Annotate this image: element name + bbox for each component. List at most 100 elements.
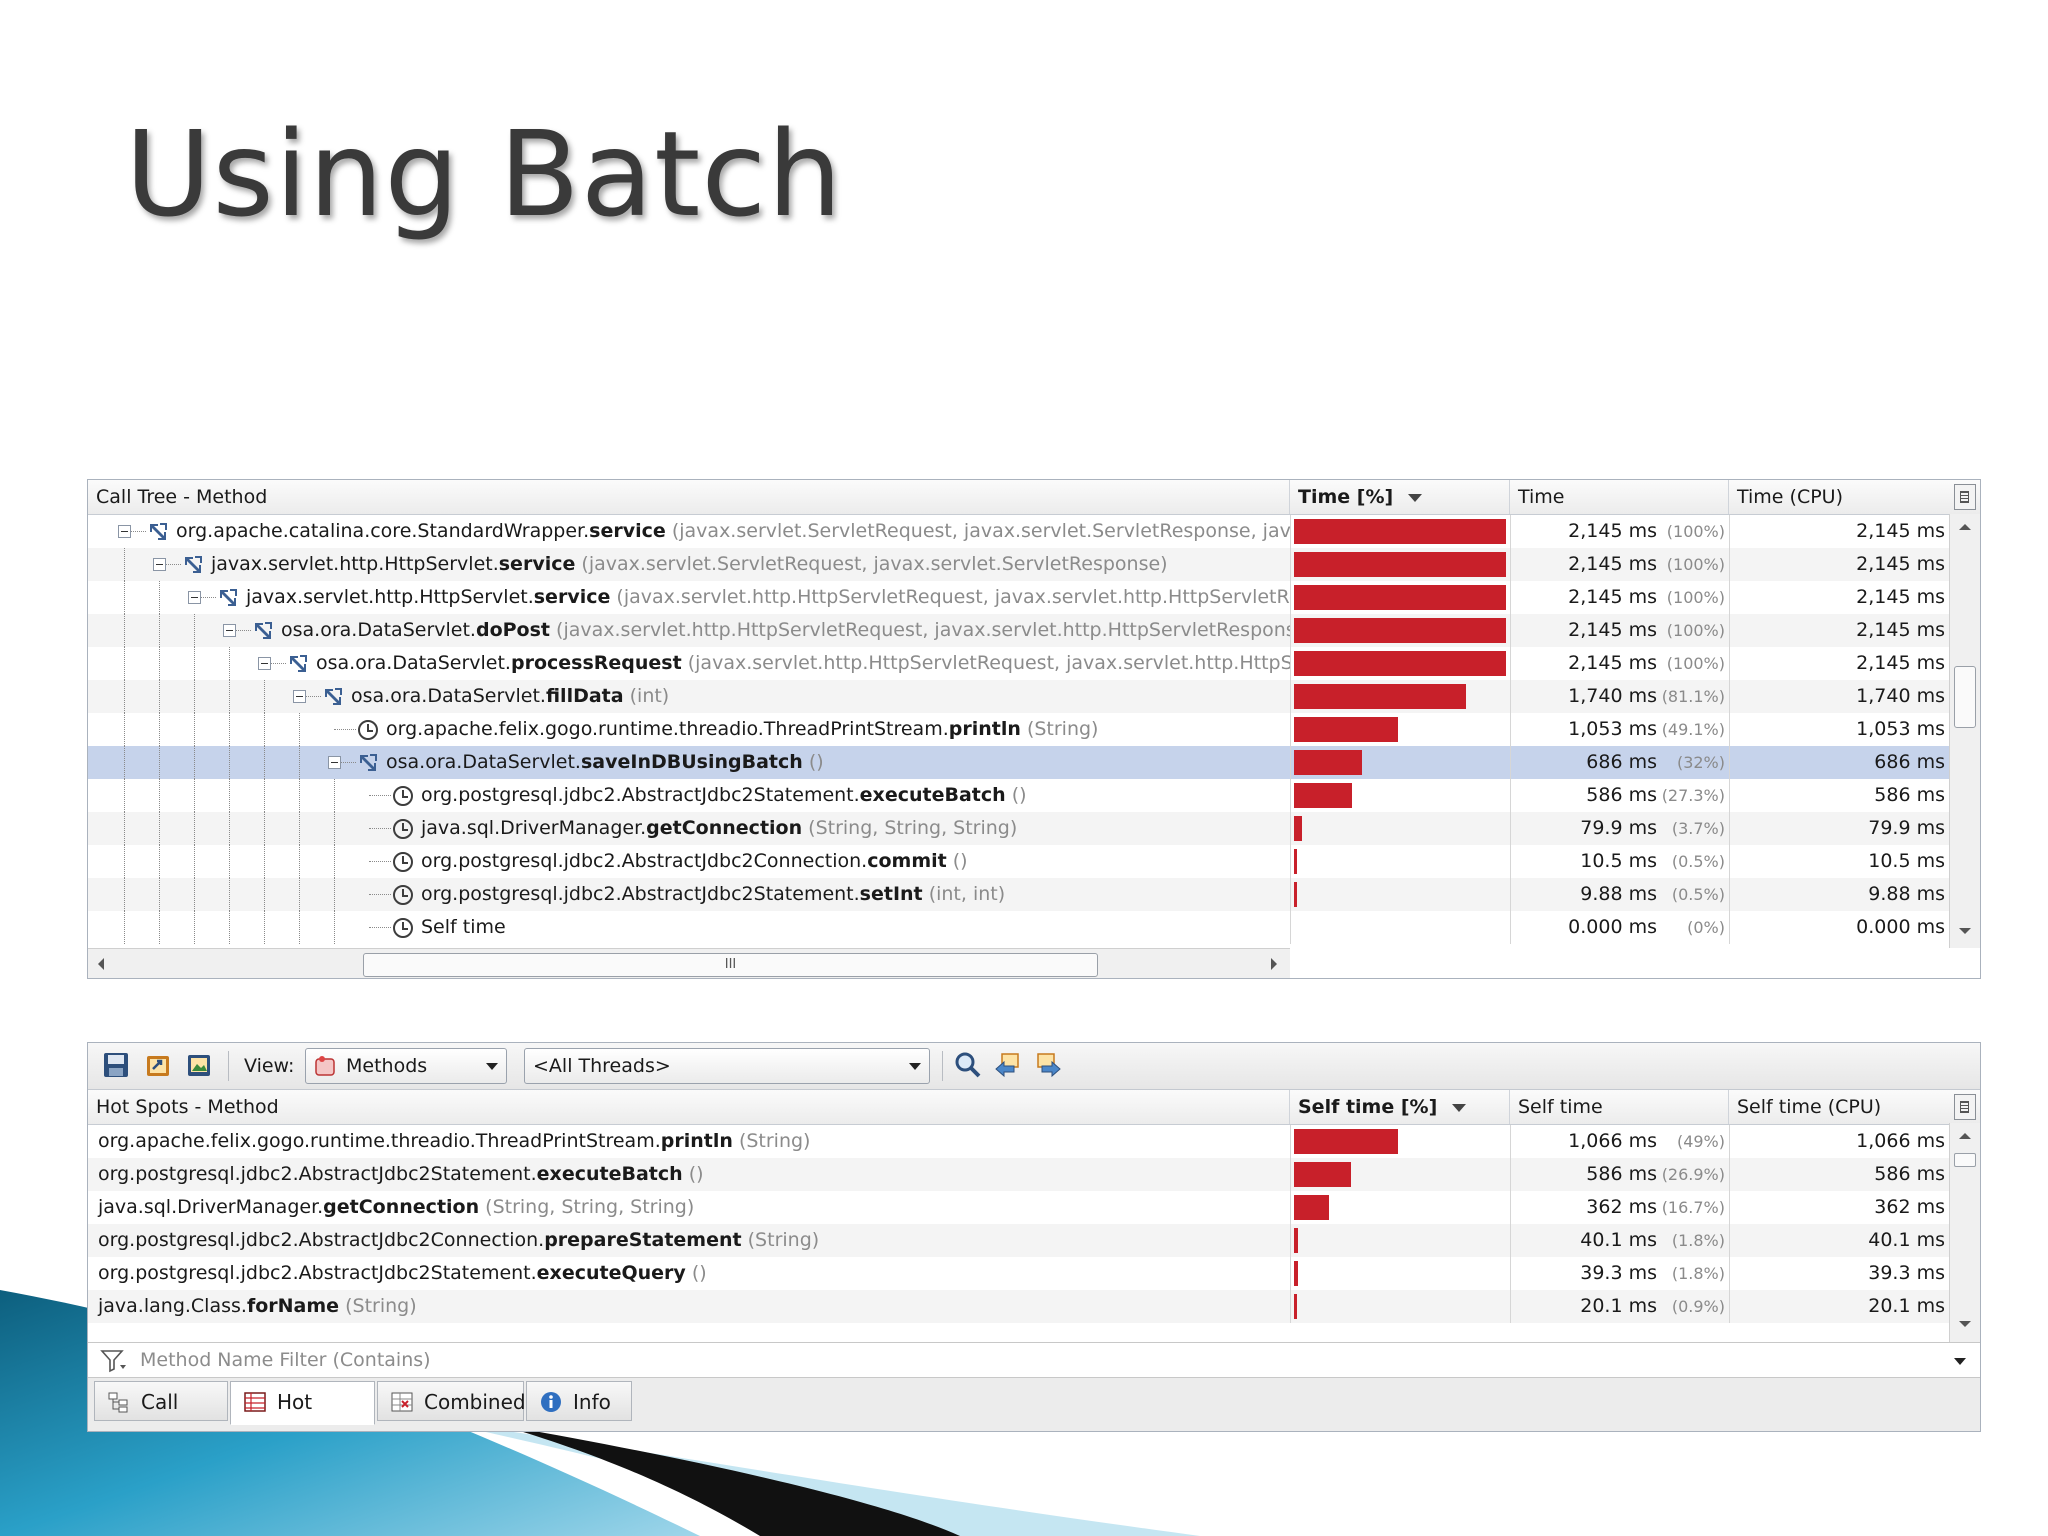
column-header-method[interactable]: Call Tree - Method <box>88 480 1290 514</box>
call-tree-row[interactable]: osa.ora.DataServlet.fillData (int) 1,740 … <box>88 680 1980 713</box>
time-percent-cell <box>1290 548 1510 581</box>
method-name: println <box>660 1130 733 1152</box>
hot-spot-row[interactable]: org.postgresql.jdbc2.AbstractJdbc2Statem… <box>88 1257 1980 1290</box>
tree-guide <box>369 861 391 862</box>
method-name: forName <box>246 1295 340 1317</box>
time-percent-bar <box>1294 618 1506 643</box>
call-tree-row[interactable]: org.postgresql.jdbc2.AbstractJdbc2Connec… <box>88 845 1980 878</box>
scroll-down-icon[interactable] <box>1959 1321 1971 1327</box>
tab-info[interactable]: Info <box>526 1381 632 1421</box>
filter-icon[interactable] <box>100 1349 130 1373</box>
hot-spot-row[interactable]: org.postgresql.jdbc2.AbstractJdbc2Statem… <box>88 1158 1980 1191</box>
tab-combined[interactable]: Combined <box>377 1381 526 1421</box>
collapse-toggle-icon[interactable] <box>258 657 271 670</box>
column-chooser-icon[interactable] <box>1954 1094 1976 1120</box>
method-class: javax.servlet.http.HttpServlet. <box>211 553 499 575</box>
method-name: executeQuery <box>536 1262 686 1284</box>
scroll-up-icon[interactable] <box>1959 524 1971 530</box>
tab-info-label: Info <box>573 1390 611 1414</box>
tree-guide <box>299 746 300 779</box>
method-args: (javax.servlet.http.HttpServletRequest, … <box>687 652 1290 674</box>
time-percent-bar <box>1294 717 1398 742</box>
method-signature: javax.servlet.http.HttpServlet.service (… <box>246 581 1290 614</box>
column-chooser-icon[interactable] <box>1954 484 1976 510</box>
column-header-time-cpu[interactable]: Time (CPU) <box>1737 486 1843 508</box>
column-header-time[interactable]: Time <box>1510 480 1729 514</box>
find-previous-icon[interactable] <box>994 1051 1022 1079</box>
self-time-cpu-cell: 39.3 ms <box>1729 1257 1951 1290</box>
call-tree-row[interactable]: org.apache.catalina.core.StandardWrapper… <box>88 515 1980 548</box>
hot-spot-row[interactable]: java.sql.DriverManager.getConnection (St… <box>88 1191 1980 1224</box>
tree-guide <box>159 779 160 812</box>
time-percent-value: (100%) <box>1666 522 1725 541</box>
method-cell: java.sql.DriverManager.getConnection (St… <box>88 812 1290 845</box>
column-header-self-time[interactable]: Self time <box>1510 1090 1729 1124</box>
call-tree-row[interactable]: org.postgresql.jdbc2.AbstractJdbc2Statem… <box>88 878 1980 911</box>
collapse-toggle-icon[interactable] <box>223 624 236 637</box>
collapse-toggle-icon[interactable] <box>188 591 201 604</box>
column-header-time-percent[interactable]: Time [%] <box>1290 480 1510 514</box>
tree-guide <box>341 762 356 763</box>
collapse-toggle-icon[interactable] <box>153 558 166 571</box>
call-tree-vertical-scrollbar[interactable] <box>1949 514 1980 948</box>
call-tree-row[interactable]: javax.servlet.http.HttpServlet.service (… <box>88 581 1980 614</box>
tree-guide <box>369 795 391 796</box>
self-time-value: 20.1 ms <box>1580 1295 1657 1317</box>
scroll-up-icon[interactable] <box>1959 1133 1971 1139</box>
call-tree-row[interactable]: javax.servlet.http.HttpServlet.service (… <box>88 548 1980 581</box>
tree-guide <box>159 647 160 680</box>
call-tree-row[interactable]: Self time 0.000 ms (0%) 0.000 ms <box>88 911 1980 944</box>
method-name: service <box>498 553 576 575</box>
save-snapshot-icon[interactable] <box>102 1051 130 1079</box>
call-tree-row[interactable]: org.postgresql.jdbc2.AbstractJdbc2Statem… <box>88 779 1980 812</box>
view-select[interactable]: Methods <box>305 1048 507 1084</box>
clock-icon <box>393 786 413 806</box>
search-icon[interactable] <box>954 1051 982 1079</box>
collapse-toggle-icon[interactable] <box>328 756 341 769</box>
call-tree-row[interactable]: osa.ora.DataServlet.processRequest (java… <box>88 647 1980 680</box>
call-tree-row[interactable]: java.sql.DriverManager.getConnection (St… <box>88 812 1980 845</box>
tree-guide <box>369 828 391 829</box>
method-name: service <box>589 520 666 542</box>
tree-guide <box>124 548 125 581</box>
method-cell: java.sql.DriverManager.getConnection (St… <box>88 1191 1290 1224</box>
time-cpu-cell: 2,145 ms <box>1729 515 1951 548</box>
column-header-self-time-cpu[interactable]: Self time (CPU) <box>1737 1096 1882 1118</box>
save-image-icon[interactable] <box>185 1051 213 1079</box>
scroll-right-icon[interactable] <box>1271 958 1277 970</box>
hot-spots-vertical-scrollbar[interactable] <box>1949 1123 1980 1342</box>
thread-select[interactable]: <All Threads> <box>524 1048 930 1084</box>
hot-spot-row[interactable]: java.lang.Class.forName (String) 20.1 ms(… <box>88 1290 1980 1323</box>
horizontal-scroll-thumb[interactable]: III <box>363 953 1098 977</box>
scroll-down-icon[interactable] <box>1959 928 1971 934</box>
find-next-icon[interactable] <box>1034 1051 1062 1079</box>
tree-guide <box>229 845 230 878</box>
hot-spot-row[interactable]: org.postgresql.jdbc2.AbstractJdbc2Connec… <box>88 1224 1980 1257</box>
tree-guide <box>299 911 300 944</box>
call-tree-row[interactable]: osa.ora.DataServlet.saveInDBUsingBatch (… <box>88 746 1980 779</box>
tab-hot-spots[interactable]: Hot Spots <box>230 1381 375 1431</box>
self-time-cell: 40.1 ms (1.8%) <box>1510 1224 1729 1257</box>
method-icon <box>290 655 307 672</box>
vertical-scroll-thumb[interactable] <box>1954 1153 1976 1167</box>
column-header-method[interactable]: Hot Spots - Method <box>88 1090 1290 1124</box>
method-name-filter[interactable]: Method Name Filter (Contains) <box>88 1342 1980 1377</box>
method-icon <box>255 622 272 639</box>
chevron-down-icon[interactable] <box>1954 1358 1966 1365</box>
call-tree-row[interactable]: osa.ora.DataServlet.doPost (javax.servle… <box>88 614 1980 647</box>
collapse-toggle-icon[interactable] <box>118 525 131 538</box>
tab-call-tree[interactable]: Call Tree <box>94 1381 228 1431</box>
scroll-left-icon[interactable] <box>98 958 104 970</box>
tree-guide <box>194 878 195 911</box>
time-value: 9.88 ms <box>1580 883 1657 905</box>
hot-spot-row[interactable]: org.apache.felix.gogo.runtime.threadio.T… <box>88 1125 1980 1158</box>
collapse-toggle-icon[interactable] <box>293 690 306 703</box>
self-time-cell: 362 ms (16.7%) <box>1510 1191 1729 1224</box>
export-icon[interactable] <box>144 1051 172 1079</box>
call-tree-row[interactable]: org.apache.felix.gogo.runtime.threadio.T… <box>88 713 1980 746</box>
view-tabs: Call Tree Hot Spots Combined Info <box>88 1377 1980 1431</box>
time-cell: 1,053 ms (49.1%) <box>1510 713 1729 746</box>
call-tree-horizontal-scrollbar[interactable]: III <box>88 948 1290 978</box>
column-header-self-time-percent[interactable]: Self time [%] <box>1290 1090 1510 1124</box>
vertical-scroll-thumb[interactable] <box>1954 666 1976 728</box>
